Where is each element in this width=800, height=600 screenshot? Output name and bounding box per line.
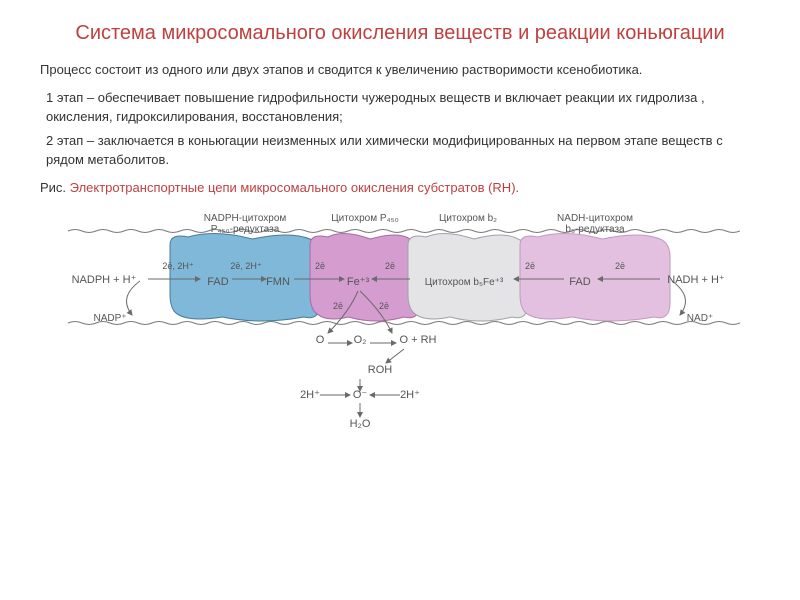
svg-text:NADH + H⁺: NADH + H⁺ xyxy=(667,274,725,286)
svg-text:2ē: 2ē xyxy=(379,301,389,311)
svg-text:b₅-редуктаза: b₅-редуктаза xyxy=(565,224,625,235)
stage-1: 1 этап – обеспечивает повышение гидрофил… xyxy=(46,88,760,127)
figure-caption: Рис. Электротранспортные цепи микросомал… xyxy=(40,180,760,195)
svg-text:NADP⁺: NADP⁺ xyxy=(93,313,126,324)
svg-text:O₂: O₂ xyxy=(354,334,367,346)
stage-2: 2 этап – заключается в коньюгации неизме… xyxy=(46,131,760,170)
svg-text:2ē: 2ē xyxy=(615,261,625,271)
svg-text:2H⁺: 2H⁺ xyxy=(400,389,420,401)
caption-text: Электротранспортные цепи микросомального… xyxy=(70,180,519,195)
svg-text:Цитохром P₄₅₀: Цитохром P₄₅₀ xyxy=(331,213,399,224)
svg-text:NADH-цитохром: NADH-цитохром xyxy=(557,213,633,224)
svg-text:FAD: FAD xyxy=(569,276,590,288)
svg-text:2H⁺: 2H⁺ xyxy=(300,389,320,401)
svg-text:2ē, 2H⁺: 2ē, 2H⁺ xyxy=(162,261,194,271)
svg-text:NADPH-цитохром: NADPH-цитохром xyxy=(204,213,287,224)
svg-text:Цитохром b₂: Цитохром b₂ xyxy=(439,213,497,224)
svg-text:2ē: 2ē xyxy=(333,301,343,311)
svg-text:FMN: FMN xyxy=(266,276,290,288)
intro-paragraph: Процесс состоит из одного или двух этапо… xyxy=(40,60,760,80)
svg-text:FAD: FAD xyxy=(207,276,228,288)
svg-text:O + RH: O + RH xyxy=(400,334,437,346)
svg-text:Цитохром b₅Fe⁺³: Цитохром b₅Fe⁺³ xyxy=(425,277,504,288)
svg-text:2ē: 2ē xyxy=(385,261,395,271)
svg-text:P₄₅₀-редуктаза: P₄₅₀-редуктаза xyxy=(211,224,280,235)
svg-text:2ē, 2H⁺: 2ē, 2H⁺ xyxy=(230,261,262,271)
slide-title: Система микросомального окисления вещест… xyxy=(40,20,760,46)
svg-text:2ē: 2ē xyxy=(525,261,535,271)
svg-text:NADPH + H⁺: NADPH + H⁺ xyxy=(72,274,137,286)
electron-transport-diagram: NADPH-цитохромP₄₅₀-редуктаза Цитохром P₄₅… xyxy=(60,203,740,443)
caption-prefix: Рис. xyxy=(40,180,70,195)
svg-text:O: O xyxy=(316,334,325,346)
svg-text:H₂O: H₂O xyxy=(350,418,371,430)
svg-text:O⁻: O⁻ xyxy=(353,389,368,401)
svg-text:2ē: 2ē xyxy=(315,261,325,271)
svg-text:Fe⁺³: Fe⁺³ xyxy=(347,276,370,288)
svg-text:ROH: ROH xyxy=(368,364,393,376)
svg-text:NAD⁺: NAD⁺ xyxy=(687,313,713,324)
